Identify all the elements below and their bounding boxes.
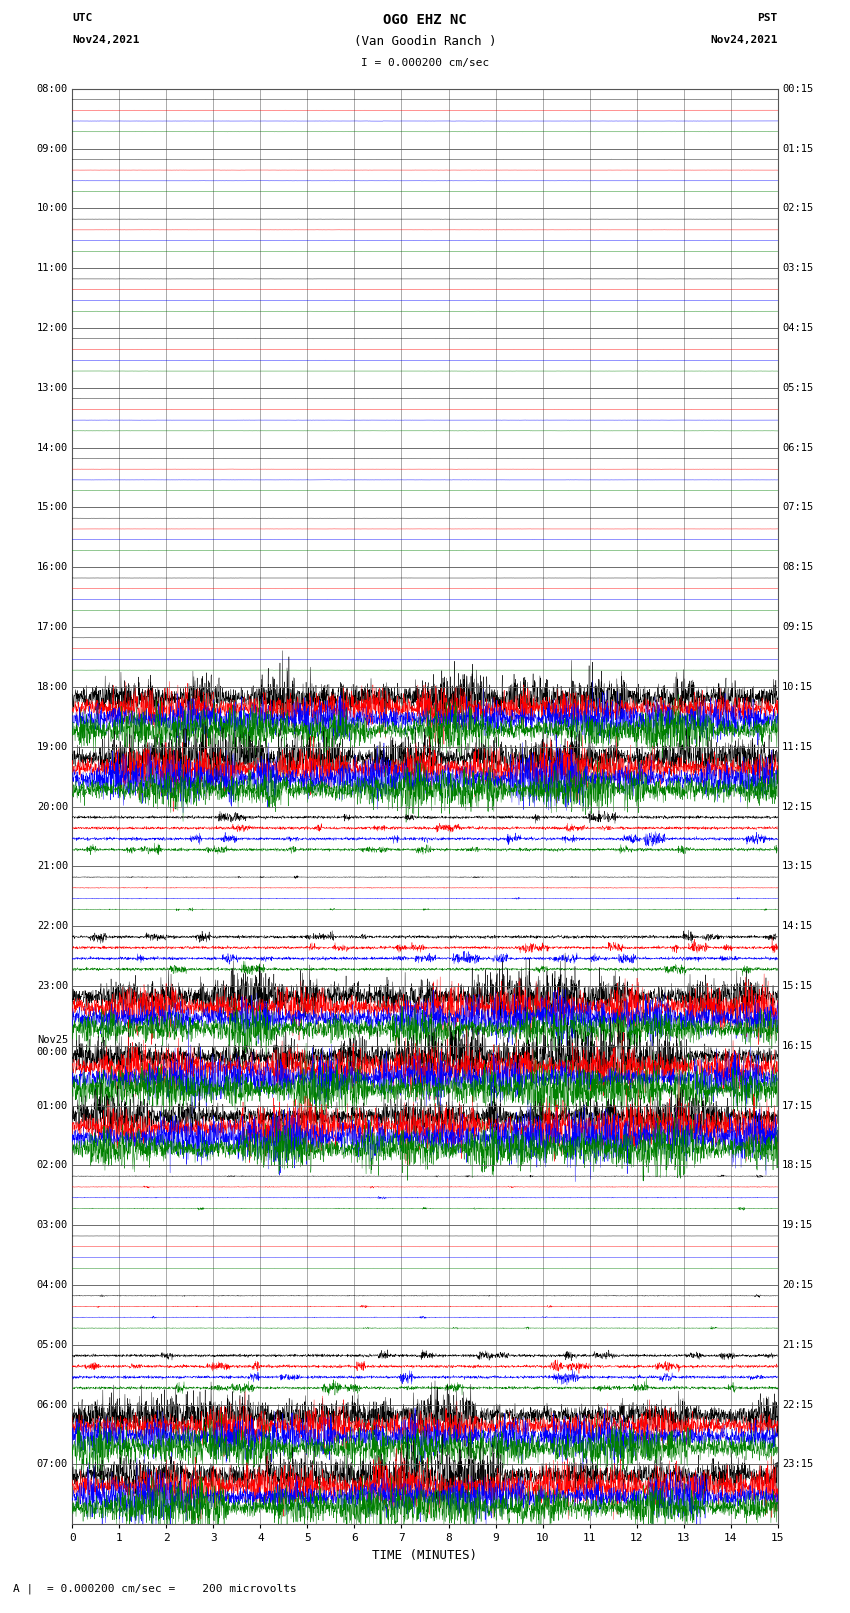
Text: OGO EHZ NC: OGO EHZ NC	[383, 13, 467, 27]
Text: A |: A |	[13, 1582, 33, 1594]
Text: PST: PST	[757, 13, 778, 23]
Text: I = 0.000200 cm/sec: I = 0.000200 cm/sec	[361, 58, 489, 68]
Text: = 0.000200 cm/sec =    200 microvolts: = 0.000200 cm/sec = 200 microvolts	[47, 1584, 297, 1594]
Text: Nov24,2021: Nov24,2021	[711, 35, 778, 45]
Text: (Van Goodin Ranch ): (Van Goodin Ranch )	[354, 35, 496, 48]
Text: UTC: UTC	[72, 13, 93, 23]
Text: Nov24,2021: Nov24,2021	[72, 35, 139, 45]
X-axis label: TIME (MINUTES): TIME (MINUTES)	[372, 1548, 478, 1561]
